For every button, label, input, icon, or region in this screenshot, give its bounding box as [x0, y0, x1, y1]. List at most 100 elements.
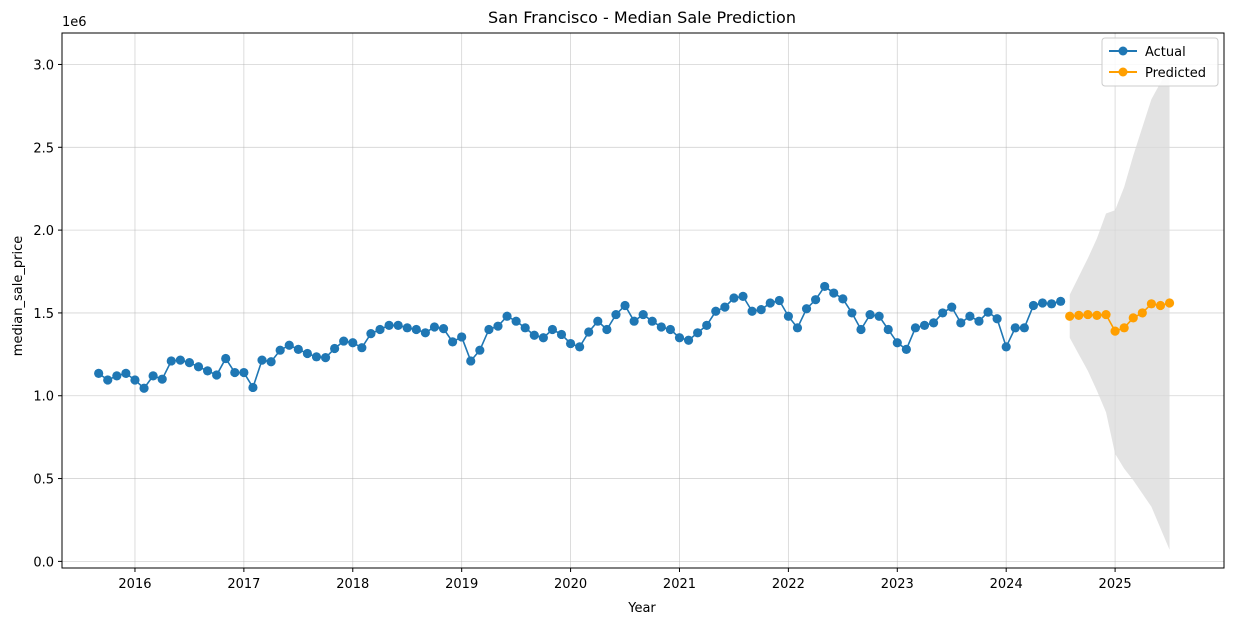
x-tick-label: 2019 [445, 577, 478, 592]
plot-frame [61, 32, 1225, 569]
data-point-predicted [1164, 298, 1175, 308]
x-tick-label: 2020 [554, 577, 587, 592]
data-point-actual [420, 328, 430, 338]
data-point-actual [1056, 296, 1066, 306]
data-point-actual [556, 329, 567, 340]
data-point-actual [366, 329, 376, 339]
data-point-actual [847, 308, 857, 318]
data-point-predicted [1110, 326, 1120, 336]
data-point-actual [293, 344, 303, 354]
data-point-actual [375, 324, 385, 335]
data-point-predicted [1128, 313, 1138, 323]
data-point-actual [230, 367, 240, 378]
data-point-predicted [1119, 323, 1129, 333]
data-point-actual [575, 342, 585, 352]
x-tick-label: 2021 [663, 577, 696, 592]
data-point-actual [1028, 300, 1039, 311]
confidence-interval-area [1069, 66, 1170, 550]
y-axis-title: median_sale_price [11, 236, 26, 356]
data-point-predicted [1074, 310, 1084, 321]
data-point-actual [529, 330, 539, 340]
y-tick-label: 0.5 [33, 473, 54, 488]
data-point-actual [720, 302, 730, 312]
data-point-actual [892, 338, 902, 348]
data-point-actual [302, 348, 312, 359]
legend-label-predicted: Predicted [1145, 66, 1206, 81]
data-point-actual [983, 307, 993, 317]
data-point-actual [928, 318, 939, 328]
data-point-actual [357, 343, 367, 353]
data-point-predicted [1155, 300, 1166, 311]
y-offset-label: 1e6 [62, 15, 87, 30]
data-point-actual [584, 327, 594, 337]
x-tick-label: 2016 [118, 577, 151, 592]
data-point-actual [493, 321, 503, 331]
data-point-actual [647, 316, 657, 326]
data-point-actual [457, 332, 467, 342]
data-point-actual [257, 355, 267, 365]
data-point-actual [792, 323, 803, 333]
data-point-actual [502, 311, 512, 321]
data-point-actual [266, 357, 276, 367]
legend-marker-predicted [1118, 67, 1128, 77]
data-point-actual [602, 324, 612, 335]
data-point-actual [311, 352, 322, 362]
data-point-actual [538, 333, 548, 343]
data-point-actual [239, 367, 249, 378]
legend-label-actual: Actual [1145, 45, 1186, 60]
data-point-actual [130, 375, 140, 385]
data-point-actual [629, 316, 639, 326]
data-point-actual [466, 356, 476, 366]
data-point-actual [665, 324, 676, 335]
chart-title: San Francisco - Median Sale Prediction [488, 8, 796, 27]
confidence-band [1069, 66, 1170, 550]
data-point-actual [565, 338, 576, 349]
data-point-actual [811, 295, 821, 305]
data-point-actual [393, 320, 403, 330]
x-tick-label: 2023 [881, 577, 914, 592]
data-point-actual [674, 333, 685, 343]
data-point-actual [121, 368, 131, 378]
data-point-actual [883, 324, 893, 335]
data-point-actual [112, 371, 122, 381]
data-point-actual [1001, 342, 1011, 352]
data-point-actual [829, 288, 839, 298]
data-point-actual [965, 311, 975, 321]
data-point-actual [484, 324, 494, 335]
data-point-actual [611, 309, 621, 320]
y-tick-label: 1.5 [33, 307, 54, 322]
x-tick-label: 2017 [227, 577, 260, 592]
data-point-actual [938, 308, 948, 318]
data-point-actual [765, 298, 775, 308]
data-point-actual [175, 355, 185, 365]
data-point-actual [1010, 323, 1020, 333]
data-point-actual [919, 320, 930, 330]
data-point-actual [783, 311, 793, 321]
legend-marker-actual [1118, 46, 1128, 56]
data-point-actual [448, 337, 458, 347]
data-point-predicted [1137, 308, 1147, 318]
data-point-actual [856, 324, 866, 335]
y-tick-label: 2.0 [33, 224, 54, 239]
data-point-actual [747, 306, 757, 316]
data-point-actual [275, 345, 285, 355]
data-point-actual [901, 344, 911, 354]
data-point-actual [330, 343, 340, 354]
data-point-actual [974, 316, 984, 326]
data-point-predicted [1101, 309, 1111, 320]
data-point-actual [756, 305, 766, 315]
data-point-actual [384, 320, 394, 330]
data-point-actual [511, 316, 521, 326]
data-point-actual [94, 368, 104, 378]
x-tick-label: 2018 [336, 577, 369, 592]
data-point-actual [593, 316, 603, 326]
y-tick-label: 1.0 [33, 390, 54, 405]
legend: Actual Predicted [1101, 37, 1219, 87]
data-point-actual [620, 300, 630, 311]
data-point-actual [103, 375, 113, 385]
x-axis-title: Year [627, 601, 656, 616]
data-point-actual [638, 309, 648, 320]
data-point-actual [774, 295, 784, 306]
data-point-actual [157, 374, 167, 384]
